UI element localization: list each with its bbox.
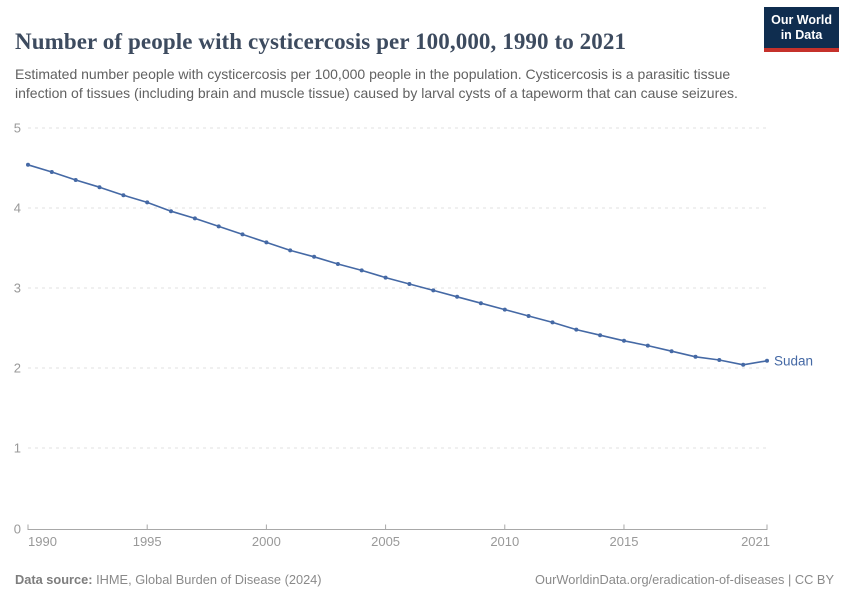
- chart-title: Number of people with cysticercosis per …: [15, 29, 627, 55]
- data-point[interactable]: [550, 320, 555, 325]
- data-point[interactable]: [574, 327, 579, 332]
- data-point[interactable]: [240, 232, 245, 237]
- data-point[interactable]: [169, 209, 173, 214]
- x-tick-label: 1990: [28, 534, 57, 549]
- data-point[interactable]: [121, 193, 126, 198]
- x-tick-label: 2000: [252, 534, 281, 549]
- y-tick-label: 4: [14, 201, 21, 216]
- data-point[interactable]: [192, 216, 197, 221]
- x-axis: 1990 1995 2000 2005 2010 2015 2021: [27, 524, 770, 549]
- data-point[interactable]: [264, 240, 269, 245]
- y-tick-label: 2: [14, 361, 21, 376]
- data-point[interactable]: [359, 268, 364, 273]
- data-point[interactable]: [478, 301, 483, 306]
- series-label-sudan[interactable]: Sudan: [774, 353, 813, 368]
- data-point[interactable]: [526, 314, 531, 318]
- data-point[interactable]: [312, 254, 317, 259]
- data-point[interactable]: [288, 248, 293, 253]
- data-point[interactable]: [216, 224, 221, 229]
- data-point[interactable]: [49, 170, 54, 174]
- data-point[interactable]: [502, 307, 507, 312]
- x-tick-label: 2010: [490, 534, 519, 549]
- data-source-note: Data source: IHME, Global Burden of Dise…: [15, 572, 322, 587]
- x-tick-label: 1995: [133, 534, 162, 549]
- y-gridlines: [28, 127, 767, 449]
- data-point[interactable]: [622, 338, 626, 343]
- x-tick-label: 2021: [741, 534, 770, 549]
- data-point[interactable]: [407, 282, 412, 286]
- x-tick-label: 2015: [610, 534, 639, 549]
- line-chart-canvas[interactable]: 0 1 2 3 4 5 1990 1995 2000 2005 2010 2015 2021 Sudan: [0, 0, 850, 560]
- y-tick-label: 0: [14, 522, 21, 537]
- data-point[interactable]: [73, 178, 78, 182]
- y-tick-label: 3: [14, 281, 21, 296]
- series-line[interactable]: [27, 164, 768, 366]
- data-point[interactable]: [765, 358, 769, 363]
- data-point[interactable]: [97, 185, 102, 190]
- data-source-label: Data source:: [15, 572, 93, 587]
- data-point[interactable]: [335, 262, 340, 266]
- y-tick-label: 5: [14, 121, 21, 136]
- data-point[interactable]: [145, 200, 150, 205]
- license-link[interactable]: OurWorldinData.org/eradication-of-diseas…: [535, 572, 834, 587]
- data-point[interactable]: [26, 162, 30, 167]
- y-tick-label: 1: [14, 441, 21, 456]
- chart-subtitle: Estimated number people with cysticercos…: [15, 66, 738, 102]
- data-point[interactable]: [645, 343, 650, 348]
- data-point[interactable]: [717, 358, 722, 362]
- series-sudan[interactable]: Sudan: [26, 162, 813, 368]
- data-point[interactable]: [598, 333, 603, 338]
- data-point[interactable]: [431, 288, 436, 293]
- owid-logo-line1: Our World: [771, 13, 832, 27]
- data-point[interactable]: [455, 294, 460, 299]
- owid-logo[interactable]: Our World in Data: [764, 7, 839, 52]
- data-point[interactable]: [383, 275, 388, 280]
- y-axis-labels: 0 1 2 3 4 5: [14, 121, 21, 537]
- data-point[interactable]: [669, 349, 674, 354]
- x-tick-label: 2005: [371, 534, 400, 549]
- data-source-value: IHME, Global Burden of Disease (2024): [92, 572, 322, 587]
- chart-footer: Data source: IHME, Global Burden of Dise…: [15, 572, 834, 587]
- data-point[interactable]: [693, 354, 698, 359]
- data-point[interactable]: [741, 362, 746, 367]
- owid-logo-line2: in Data: [780, 28, 823, 43]
